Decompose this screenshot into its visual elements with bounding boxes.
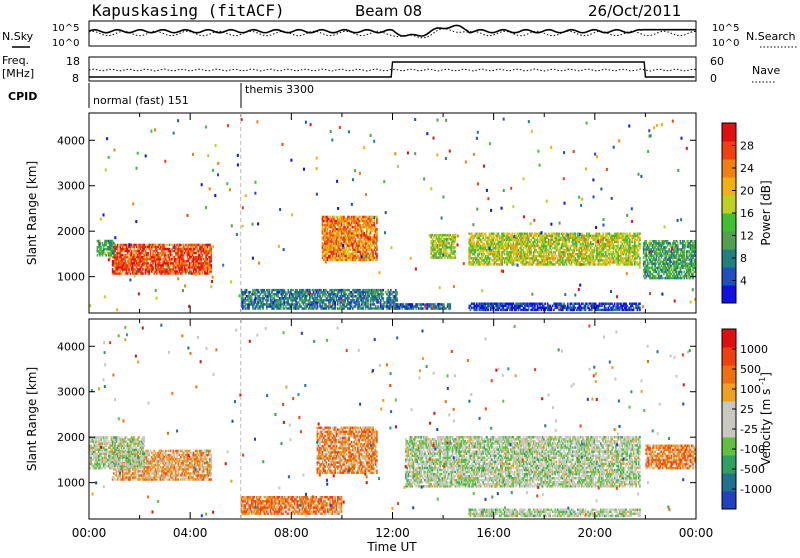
y-tick-label: 3000	[57, 180, 85, 193]
nsearch-tick-high: 10^5	[712, 23, 739, 34]
x-tick-label: 00:00	[72, 526, 107, 540]
freq-trace	[89, 62, 695, 77]
cpid-segment-2: themis 3300	[245, 83, 314, 96]
heatmap-patch	[317, 427, 378, 474]
colorbar-swatch	[722, 231, 736, 250]
colorbar-tick-label: 1000	[740, 343, 768, 356]
nsky-tick-high: 10^5	[52, 23, 79, 34]
x-tick-label: 04:00	[173, 526, 208, 540]
heatmap-patch	[322, 216, 378, 261]
x-tick-label: 20:00	[578, 526, 613, 540]
velocity-colorbar-label: Velocity [m s -1]	[758, 372, 773, 466]
colorbar-swatch	[722, 401, 736, 420]
y-tick-label: 3000	[57, 386, 85, 399]
cpid-segment-1: normal (fast) 151	[93, 94, 189, 107]
colorbar-swatch	[722, 437, 736, 456]
velocity-panel-frame	[89, 319, 696, 519]
nsky-label: N.Sky	[2, 30, 34, 43]
colorbar-swatch	[722, 419, 736, 438]
y-tick-label: 4000	[57, 134, 85, 147]
nave-label: Nave	[752, 64, 780, 77]
x-tick-label: 12:00	[375, 526, 410, 540]
heatmap-patch	[468, 303, 640, 312]
colorbar-swatch	[722, 267, 736, 286]
colorbar-swatch	[722, 141, 736, 160]
colorbar-tick-label: 20	[740, 185, 754, 198]
freq-label: Freq.	[2, 54, 29, 67]
heatmap-patch	[393, 303, 452, 310]
station-title: Kapuskasing (fitACF)	[92, 1, 285, 20]
freq-tick-low: 8	[72, 72, 79, 85]
freq-tick-high: 18	[66, 55, 80, 68]
colorbar-tick-label: 28	[740, 140, 754, 153]
velocity-colorbar-label-tail: ]	[759, 372, 773, 377]
colorbar-swatch	[722, 285, 736, 304]
colorbar-tick-label: 24	[740, 162, 754, 175]
power-colorbar: 4 8 12 16 20 24 28	[722, 123, 754, 304]
colorbar-swatch	[722, 455, 736, 474]
colorbar-swatch	[722, 383, 736, 402]
nave-tick-low: 0	[710, 72, 717, 85]
heatmap-patch	[468, 509, 640, 518]
nsearch-label: N.Search	[746, 30, 796, 43]
colorbar-swatch	[722, 347, 736, 366]
colorbar-swatch	[722, 123, 736, 142]
x-axis-label: Time UT	[366, 540, 417, 554]
colorbar-tick-label: -25	[740, 423, 758, 436]
colorbar-tick-label: 4	[740, 275, 747, 288]
colorbar-tick-label: -1000	[740, 483, 772, 496]
x-tick-label: 16:00	[476, 526, 511, 540]
heatmap-patch	[97, 240, 115, 257]
heatmap-patch	[112, 244, 212, 275]
colorbar-tick-label: 25	[740, 403, 754, 416]
y-tick-label: 2000	[57, 225, 85, 238]
nsearch-tick-low: 10^0	[712, 38, 739, 49]
y-tick-label: 4000	[57, 340, 85, 353]
velocity-data-layer	[89, 324, 696, 518]
colorbar-swatch	[722, 491, 736, 510]
x-tick-label: 00:00	[679, 526, 714, 540]
velocity-axes: 1000 2000 3000 4000	[57, 319, 696, 519]
heatmap-patch	[468, 233, 640, 266]
y-tick-label: 1000	[57, 477, 85, 490]
cpid-label: CPID	[8, 90, 37, 103]
heatmap-patch	[89, 436, 145, 469]
velocity-ylabel: Slant Range [km]	[25, 367, 39, 471]
power-panel-frame	[89, 113, 696, 313]
date-label: 26/Oct/2011	[588, 2, 681, 20]
heatmap-scatter	[89, 118, 696, 312]
heatmap-scatter	[91, 324, 691, 518]
y-tick-label: 1000	[57, 271, 85, 284]
freq-unit: [MHz]	[2, 67, 34, 80]
colorbar-tick-label: 500	[740, 363, 761, 376]
beam-label: Beam 08	[355, 2, 422, 20]
velocity-colorbar-label-text: Velocity [m s	[759, 389, 773, 466]
power-ylabel: Slant Range [km]	[25, 161, 39, 265]
heatmap-patch	[645, 445, 696, 470]
colorbar-swatch	[722, 213, 736, 232]
power-axes: 1000 2000 3000 4000	[57, 113, 696, 313]
power-colorbar-label: Power [dB]	[759, 180, 773, 245]
colorbar-tick-label: 16	[740, 207, 754, 220]
colorbar-swatch	[722, 365, 736, 384]
velocity-colorbar-label-exponent: -1	[758, 377, 767, 385]
colorbar-swatch	[722, 329, 736, 348]
time-axis-ticks: 00:00 04:00 08:00 12:00 16:00 20:00 00:00	[72, 526, 714, 540]
heatmap-patch	[405, 436, 641, 488]
nsky-trace	[89, 25, 696, 36]
y-tick-label: 2000	[57, 431, 85, 444]
colorbar-swatch	[722, 177, 736, 196]
x-tick-label: 08:00	[274, 526, 309, 540]
colorbar-tick-label: 8	[740, 252, 747, 265]
power-data-layer	[89, 118, 696, 312]
nsky-tick-low: 10^0	[52, 38, 79, 49]
nave-tick-high: 60	[710, 55, 724, 68]
colorbar-tick-label: 12	[740, 230, 754, 243]
heatmap-patch	[241, 289, 398, 310]
colorbar-swatch	[722, 195, 736, 214]
